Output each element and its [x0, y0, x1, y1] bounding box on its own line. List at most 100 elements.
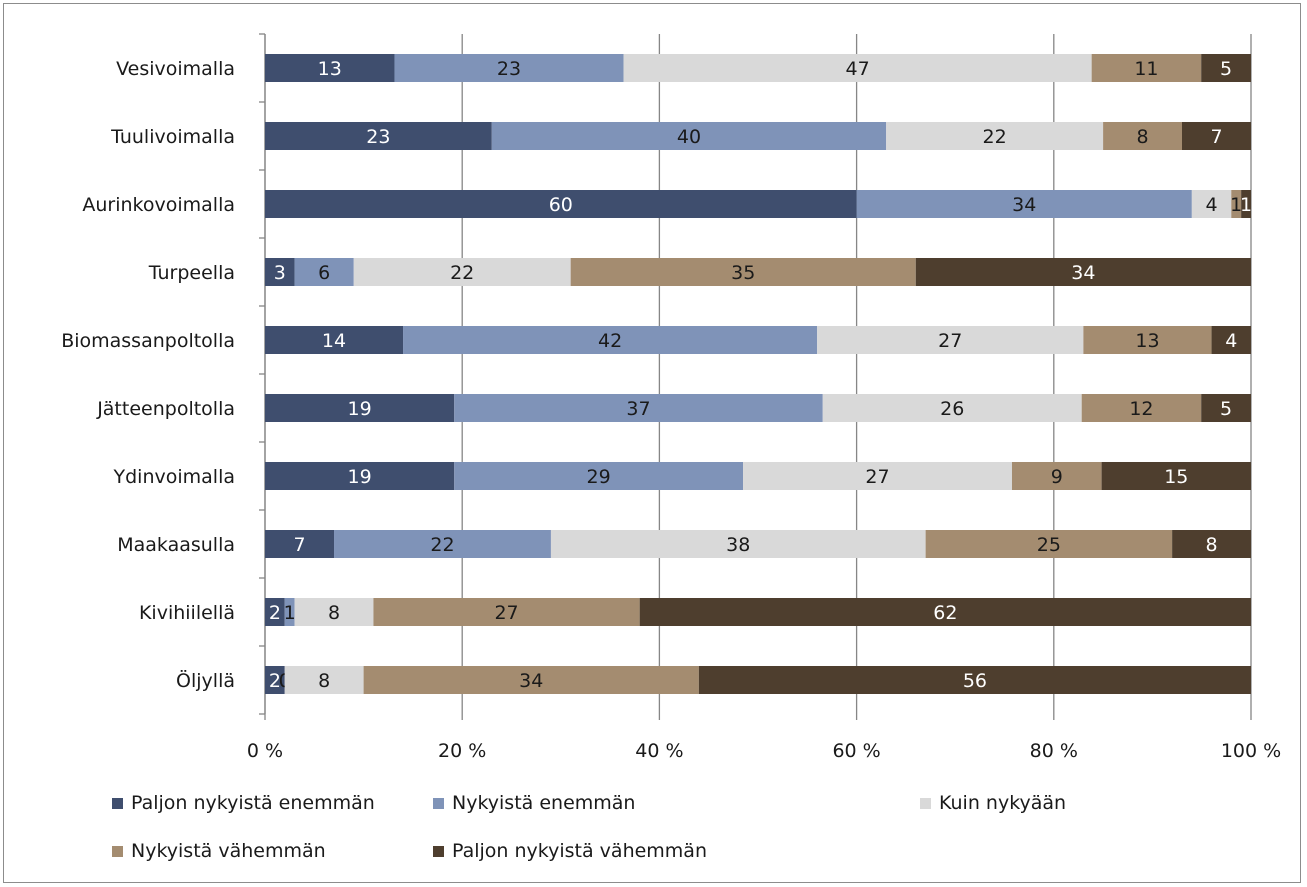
bar-segment: [265, 190, 857, 218]
bar-segment: [1181, 122, 1251, 150]
legend-label: Nykyistä vähemmän: [131, 840, 326, 862]
bar-segment: [454, 394, 823, 422]
data-label: 34: [1071, 262, 1095, 284]
category-label: Tuulivoimalla: [110, 126, 235, 148]
bar-segment: [284, 598, 295, 626]
data-label: 2: [269, 602, 281, 624]
x-tick-label: 100 %: [1221, 740, 1281, 762]
bar-segment: [265, 462, 455, 490]
data-label: 15: [1164, 466, 1188, 488]
data-label: 56: [963, 670, 987, 692]
data-label: 14: [322, 330, 346, 352]
data-label: 6: [318, 262, 330, 284]
data-label: 27: [938, 330, 962, 352]
data-label: 22: [983, 126, 1007, 148]
bar-segment: [1011, 462, 1102, 490]
bar-segment: [394, 54, 624, 82]
bar-segment: [886, 122, 1104, 150]
data-label: 2: [269, 670, 281, 692]
category-label: Aurinkovoimalla: [82, 194, 235, 216]
data-label: 12: [1129, 398, 1153, 420]
category-label: Vesivoimalla: [116, 58, 235, 80]
category-label: Ydinvoimalla: [113, 466, 236, 488]
x-tick-label: 40 %: [635, 740, 683, 762]
legend-item: Kuin nykyään: [920, 792, 1066, 814]
bar-segment: [1172, 530, 1251, 558]
data-label: 4: [1206, 194, 1218, 216]
category-label: Turpeella: [148, 262, 235, 284]
data-label: 19: [348, 466, 372, 488]
data-label: 22: [450, 262, 474, 284]
x-tick-label: 60 %: [832, 740, 880, 762]
data-label: 8: [318, 670, 330, 692]
legend-item: Paljon nykyistä enemmän: [112, 792, 375, 814]
legend-item: Paljon nykyistä vähemmän: [433, 840, 707, 862]
bar-segment: [491, 122, 887, 150]
bar-segment: [1191, 190, 1232, 218]
category-label: Kivihiilellä: [139, 602, 235, 624]
bar-segment: [265, 394, 455, 422]
bar-segment: [698, 666, 1251, 694]
category-label: Maakaasulla: [117, 534, 235, 556]
bar-segment: [822, 394, 1082, 422]
bar-segment: [294, 258, 354, 286]
bar-segment: [1201, 394, 1251, 422]
legend-item: Nykyistä vähemmän: [112, 840, 326, 862]
data-label: 26: [940, 398, 964, 420]
data-label: 62: [933, 602, 957, 624]
bar-segment: [623, 54, 1092, 82]
data-label: 42: [598, 330, 622, 352]
bar-segment: [294, 598, 374, 626]
data-label: 47: [846, 58, 870, 80]
bar-segment: [743, 462, 1012, 490]
legend-swatch: [112, 845, 123, 857]
bar-segment: [1091, 54, 1202, 82]
data-label: 5: [1220, 398, 1232, 420]
data-label: 8: [1206, 534, 1218, 556]
bar-segment: [1211, 326, 1251, 354]
bar-segment: [454, 462, 744, 490]
bar-segment: [265, 54, 395, 82]
bar-segment: [639, 598, 1251, 626]
legend-swatch: [433, 797, 444, 809]
data-label: 8: [1136, 126, 1148, 148]
bar-segment: [284, 666, 364, 694]
data-label: 27: [494, 602, 518, 624]
bar-segment: [1241, 190, 1251, 218]
bar-segment: [265, 598, 285, 626]
bar-segment: [1101, 462, 1251, 490]
bar-segment: [265, 326, 404, 354]
data-label: 13: [1135, 330, 1159, 352]
bar-segment: [550, 530, 926, 558]
data-label: 19: [348, 398, 372, 420]
bar-segment: [856, 190, 1192, 218]
legend-swatch: [433, 845, 444, 857]
category-label: Biomassanpoltolla: [61, 330, 235, 352]
bar-segment: [1083, 326, 1212, 354]
data-label: 13: [318, 58, 342, 80]
data-label: 34: [1012, 194, 1036, 216]
x-tick-label: 0 %: [247, 740, 283, 762]
bar-segment: [373, 598, 640, 626]
bar-segment: [915, 258, 1251, 286]
data-label: 22: [430, 534, 454, 556]
data-label: 60: [549, 194, 573, 216]
data-label: 11: [1134, 58, 1158, 80]
data-label: 7: [1210, 126, 1222, 148]
bar-segment: [1103, 122, 1182, 150]
data-label: 4: [1225, 330, 1237, 352]
bar-segment: [265, 530, 335, 558]
x-tick-label: 80 %: [1030, 740, 1078, 762]
category-label: Öljyllä: [176, 669, 235, 692]
data-label: 9: [1051, 466, 1063, 488]
legend-label: Paljon nykyistä vähemmän: [452, 840, 707, 862]
data-label: 23: [366, 126, 390, 148]
legend-item: Nykyistä enemmän: [433, 792, 635, 814]
data-label: 23: [497, 58, 521, 80]
bar-segment: [925, 530, 1173, 558]
data-label: 7: [293, 534, 305, 556]
data-label: 40: [677, 126, 701, 148]
bar-segment: [1231, 190, 1242, 218]
